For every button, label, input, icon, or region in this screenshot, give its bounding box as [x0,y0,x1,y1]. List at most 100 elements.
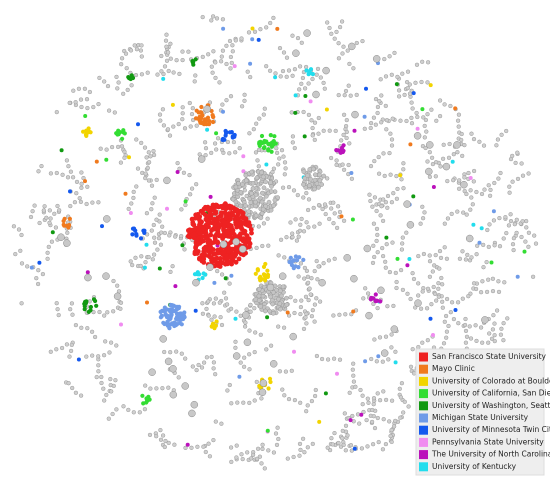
node [290,140,295,145]
node [350,217,355,222]
node [473,286,479,292]
node [105,310,110,315]
node [242,92,247,97]
node [488,187,493,193]
node [380,349,389,357]
node [292,349,296,354]
node [227,130,232,135]
node [433,160,439,165]
node [243,338,252,347]
node [413,80,418,85]
node [501,321,506,326]
node [332,36,337,41]
node [246,30,252,35]
node [180,49,185,54]
node [420,204,425,209]
node [478,290,484,295]
node [89,329,95,334]
node [326,258,332,263]
node [111,278,116,284]
node [524,225,529,230]
node [308,292,313,297]
node [146,178,152,183]
node [391,424,397,429]
node [266,448,271,453]
node [163,176,171,185]
node [314,72,319,77]
node [164,357,173,366]
node [344,117,349,123]
node [269,360,278,368]
node [303,64,309,70]
node [210,14,216,19]
node [73,100,78,105]
node [498,170,503,176]
node [375,305,380,311]
node [192,272,198,277]
node [209,317,214,322]
node [96,369,101,374]
node [484,289,490,295]
node [152,240,158,245]
node [371,296,376,301]
node [11,224,17,229]
node [170,264,175,269]
node [373,122,378,127]
node [145,300,149,305]
node [384,242,389,247]
node [481,143,487,148]
node [238,360,243,365]
node [25,264,30,269]
node [336,440,341,446]
node [157,112,163,117]
legend-label: The University of North Carolina [431,450,550,459]
node [305,207,311,213]
node [524,218,529,224]
node [219,213,224,219]
node [372,158,377,164]
node [456,112,462,117]
node [220,205,226,211]
node [492,338,497,344]
node [230,43,235,48]
node [429,107,434,112]
node [113,378,118,383]
node [278,74,283,79]
node [429,302,434,307]
node [382,173,387,179]
node [238,313,243,318]
node [424,306,430,311]
node [123,51,129,56]
node [203,235,209,241]
node [252,398,257,403]
node [39,163,44,169]
node [444,335,449,340]
node [276,436,281,442]
legend-label: University of Colorado at Boulder [432,376,550,385]
node [323,391,328,396]
node [485,227,490,233]
node [235,400,240,405]
node [165,206,169,211]
node [349,171,354,175]
node [142,407,148,412]
node [459,131,464,137]
node [337,312,342,317]
node [236,256,242,262]
node [468,207,473,212]
legend-label: Pennsylvania State University [432,437,544,446]
node [334,162,339,168]
node [169,390,178,399]
node [253,271,258,276]
node [298,304,304,310]
node [291,454,296,460]
node [277,288,283,294]
node [66,225,71,230]
node [167,133,173,138]
node [486,340,491,345]
node [300,436,306,441]
node [189,186,195,191]
node [447,141,452,147]
node [445,178,450,184]
node [295,258,300,263]
